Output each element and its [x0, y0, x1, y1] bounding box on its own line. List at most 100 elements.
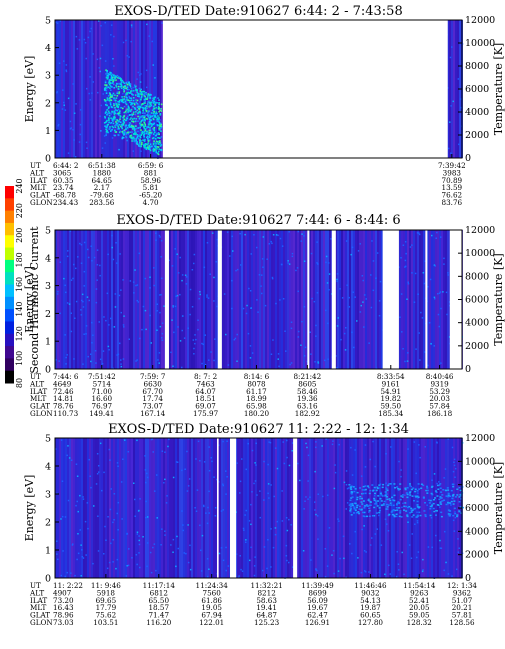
energy-flux-point: [125, 133, 128, 135]
spectrogram-band: [423, 510, 426, 512]
spectrogram-speck: [439, 506, 441, 508]
spectrogram-speck: [142, 143, 145, 146]
energy-flux-point: [149, 134, 151, 137]
energy-flux-point: [115, 99, 117, 102]
ephemeris-value: 23.74: [53, 183, 74, 192]
spectrogram-column: [155, 20, 157, 158]
spectrogram-speck: [63, 104, 65, 106]
spectrogram-column: [339, 438, 341, 578]
spectrogram-speck: [226, 231, 229, 233]
spectrogram-speck: [277, 358, 279, 360]
spectrogram-speck: [167, 445, 169, 448]
spectrogram-speck: [271, 242, 273, 245]
spectrogram-speck: [359, 311, 362, 313]
energy-flux-point: [157, 115, 159, 117]
y-tick-label: 2: [45, 98, 51, 109]
spectrogram-speck: [156, 517, 158, 519]
spectrogram-speck: [267, 463, 269, 466]
energy-flux-point: [131, 125, 133, 127]
energy-flux-point: [108, 80, 111, 82]
energy-flux-point: [148, 100, 150, 103]
energy-flux-point: [114, 75, 117, 78]
spectrogram-speck: [161, 528, 163, 530]
energy-flux-point: [152, 128, 154, 130]
spectrogram-speck: [420, 311, 422, 314]
spectrogram-speck: [433, 345, 435, 347]
spectrogram-speck: [245, 539, 247, 541]
spectrogram-column: [257, 230, 259, 369]
spectrogram-speck: [95, 362, 97, 364]
spectrogram-band: [434, 490, 437, 492]
colorbar-tick-label: 200: [15, 228, 24, 243]
spectrogram-speck: [101, 363, 104, 365]
energy-flux-point: [157, 153, 160, 156]
spectrogram-speck: [120, 359, 122, 361]
spectrogram-speck: [343, 557, 345, 560]
energy-flux-point: [114, 109, 117, 111]
energy-flux-point: [131, 131, 133, 133]
spectrogram-column: [241, 230, 243, 369]
spectrogram-column: [219, 438, 221, 578]
energy-flux-point: [127, 81, 130, 84]
spectrogram-band: [359, 487, 362, 489]
spectrogram-column: [113, 20, 115, 158]
energy-flux-point: [132, 89, 135, 92]
spectrogram-column: [439, 438, 441, 578]
spectrogram-speck: [301, 233, 303, 235]
energy-flux-point: [112, 126, 115, 129]
spectrogram-column: [373, 230, 375, 369]
spectrogram-speck: [276, 467, 279, 470]
y2-tick-label: 6000: [465, 503, 489, 514]
ephemeris-value: 5.81: [143, 183, 159, 192]
spectrogram-speck: [402, 348, 404, 350]
energy-flux-point: [115, 97, 118, 99]
ephemeris-value: 9161: [382, 379, 400, 388]
spectrogram-speck: [232, 250, 234, 252]
spectrogram-speck: [272, 339, 274, 341]
spectrogram-speck: [70, 572, 72, 574]
spectrogram-speck: [401, 331, 403, 333]
panel-1: EXOS-D/TED Date:910627 6:44: 2 - 7:43:58…: [23, 4, 505, 207]
spectrogram-speck: [170, 351, 172, 354]
spectrogram-speck: [110, 112, 113, 114]
spectrogram-band: [406, 496, 409, 499]
spectrogram-speck: [227, 364, 230, 366]
spectrogram-speck: [253, 482, 255, 485]
ephemeris-value: 70.89: [442, 176, 463, 185]
energy-flux-point: [153, 148, 155, 151]
spectrogram-speck: [338, 443, 340, 446]
spectrogram-speck: [164, 451, 166, 453]
energy-flux-point: [116, 74, 119, 77]
spectrogram-speck: [291, 252, 294, 255]
energy-flux-point: [156, 132, 158, 135]
energy-flux-point: [139, 135, 141, 138]
spectrogram-speck: [446, 313, 448, 316]
spectrogram-band: [458, 486, 461, 489]
spectrogram-speck: [419, 456, 421, 459]
spectrogram-band: [349, 509, 352, 512]
spectrogram-column: [345, 230, 347, 369]
spectrogram-speck: [225, 546, 227, 549]
spectrogram-speck: [307, 454, 310, 457]
y-tick-label: 2: [45, 309, 51, 320]
spectrogram-speck: [354, 449, 356, 451]
spectrogram-speck: [81, 556, 84, 558]
spectrogram-band: [392, 509, 395, 511]
spectrogram-speck: [324, 548, 327, 550]
spectrogram-band: [428, 502, 431, 504]
spectrogram-band: [361, 503, 364, 505]
energy-flux-point: [111, 111, 114, 113]
spectrogram-column: [197, 438, 199, 578]
energy-flux-point: [129, 131, 131, 133]
energy-flux-point: [114, 126, 117, 129]
spectrogram-band: [445, 489, 447, 492]
spectrogram-speck: [447, 274, 449, 276]
spectrogram-speck: [96, 58, 99, 61]
spectrogram-speck: [407, 521, 409, 523]
energy-flux-point: [111, 119, 114, 121]
ephemeris-value: 73.20: [53, 596, 74, 605]
energy-flux-point: [113, 78, 115, 81]
energy-flux-point: [121, 125, 124, 128]
spectrogram-speck: [254, 462, 256, 464]
spectrogram-speck: [122, 458, 124, 460]
